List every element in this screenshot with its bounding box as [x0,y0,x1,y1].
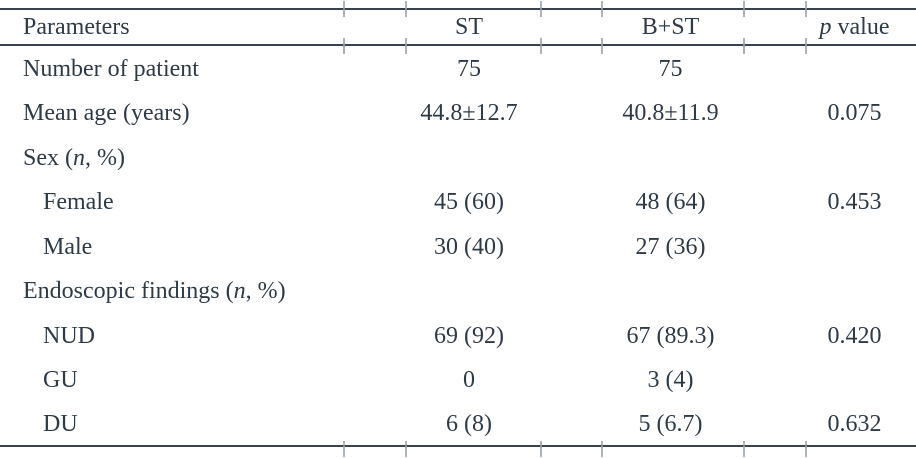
cell-parameter: Sex (n, %) [0,134,390,179]
row-du: DU 6 (8) 5 (6.7) 0.632 [0,401,916,446]
grid-tick [743,441,745,457]
grid-tick [743,38,745,54]
table-body: Number of patient 75 75 Mean age (years)… [0,45,916,446]
grid-tick [405,1,407,17]
parameter-label: Female [43,189,114,216]
parameter-label: Mean age (years) [23,100,190,127]
parameter-label: Sex ( [23,144,73,171]
grid-tick [343,441,345,457]
grid-tick [805,38,807,54]
cell-bst-value [548,268,793,313]
cell-parameter: Mean age (years) [0,90,390,135]
grid-tick [540,441,542,457]
row-gu: GU 0 3 (4) [0,357,916,402]
row-mean-age: Mean age (years) 44.8±12.7 40.8±11.9 0.0… [0,90,916,135]
cell-bst-value: 27 (36) [635,233,706,260]
grid-tick [805,1,807,17]
cell-p-value [793,45,916,90]
cell-parameter: Endoscopic findings (n, %) [0,268,390,313]
cell-bst-value: 48 (64) [635,189,706,216]
cell-p-value: 0.453 [827,189,882,216]
row-number-of-patient: Number of patient 75 75 [0,45,916,90]
row-female: Female 45 (60) 48 (64) 0.453 [0,179,916,224]
cell-p-value: 0.420 [827,322,882,349]
cell-bst-value: 67 (89.3) [626,322,715,349]
parameter-label: NUD [43,322,95,349]
grid-tick [343,1,345,17]
cell-bst-value: 3 (4) [647,367,694,394]
cell-bst-value: 75 [658,56,683,83]
p-value-italic-p: p [819,13,832,40]
cell-parameter: GU [0,357,390,402]
cell-st-value: 69 (92) [434,322,504,349]
cell-bst-value: 5 (6.7) [638,411,703,438]
header-st: ST [390,9,548,46]
parameter-label-post: , %) [85,144,125,171]
row-male: Male 30 (40) 27 (36) [0,223,916,268]
parameter-label: DU [43,411,78,438]
header-p-value: p value [793,9,916,46]
parameter-label: GU [43,367,78,394]
cell-p-value: 0.632 [827,411,882,438]
grid-tick [601,441,603,457]
p-value-rest: value [831,13,890,40]
cell-st-value: 0 [463,367,475,394]
grid-tick [805,441,807,457]
cell-parameter: Female [0,179,390,224]
cell-parameter: Number of patient [0,45,390,90]
parameter-label-post: , %) [245,278,286,305]
cell-bst-value: 40.8±11.9 [622,100,719,127]
header-parameters: Parameters [0,9,390,46]
header-bst: B+ST [548,9,793,46]
row-sex: Sex (n, %) [0,134,916,179]
header-row: Parameters ST B+ST p value [0,9,916,46]
grid-tick [601,1,603,17]
row-endoscopic-findings: Endoscopic findings (n, %) [0,268,916,313]
cell-parameter: Male [0,223,390,268]
cell-st-value: 75 [457,56,481,83]
cell-st-value: 45 (60) [434,189,504,216]
cell-bst-value [548,134,793,179]
cell-st-value [390,268,548,313]
parameter-label: Number of patient [23,56,199,83]
grid-tick [405,38,407,54]
grid-tick [540,38,542,54]
parameter-label: Endoscopic findings ( [23,278,234,305]
grid-tick [343,38,345,54]
cell-st-value: 6 (8) [446,411,492,438]
parameter-label: Male [43,233,93,260]
grid-tick [405,441,407,457]
clinical-characteristics-table: Parameters ST B+ST p value Number of pat… [0,8,916,447]
grid-tick [601,38,603,54]
cell-st-value: 30 (40) [434,233,504,260]
parameter-label-italic: n [233,278,246,305]
grid-tick [540,1,542,17]
cell-p-value [793,134,916,179]
parameter-label-italic: n [73,144,85,171]
cell-st-value: 44.8±12.7 [420,100,518,127]
cell-parameter: DU [0,401,390,446]
grid-tick [743,1,745,17]
cell-st-value [390,134,548,179]
table-header: Parameters ST B+ST p value [0,9,916,46]
row-nud: NUD 69 (92) 67 (89.3) 0.420 [0,312,916,357]
cell-parameter: NUD [0,312,390,357]
cell-p-value [793,268,916,313]
cell-p-value [793,223,916,268]
cell-p-value [793,357,916,402]
cell-p-value: 0.075 [827,100,882,127]
